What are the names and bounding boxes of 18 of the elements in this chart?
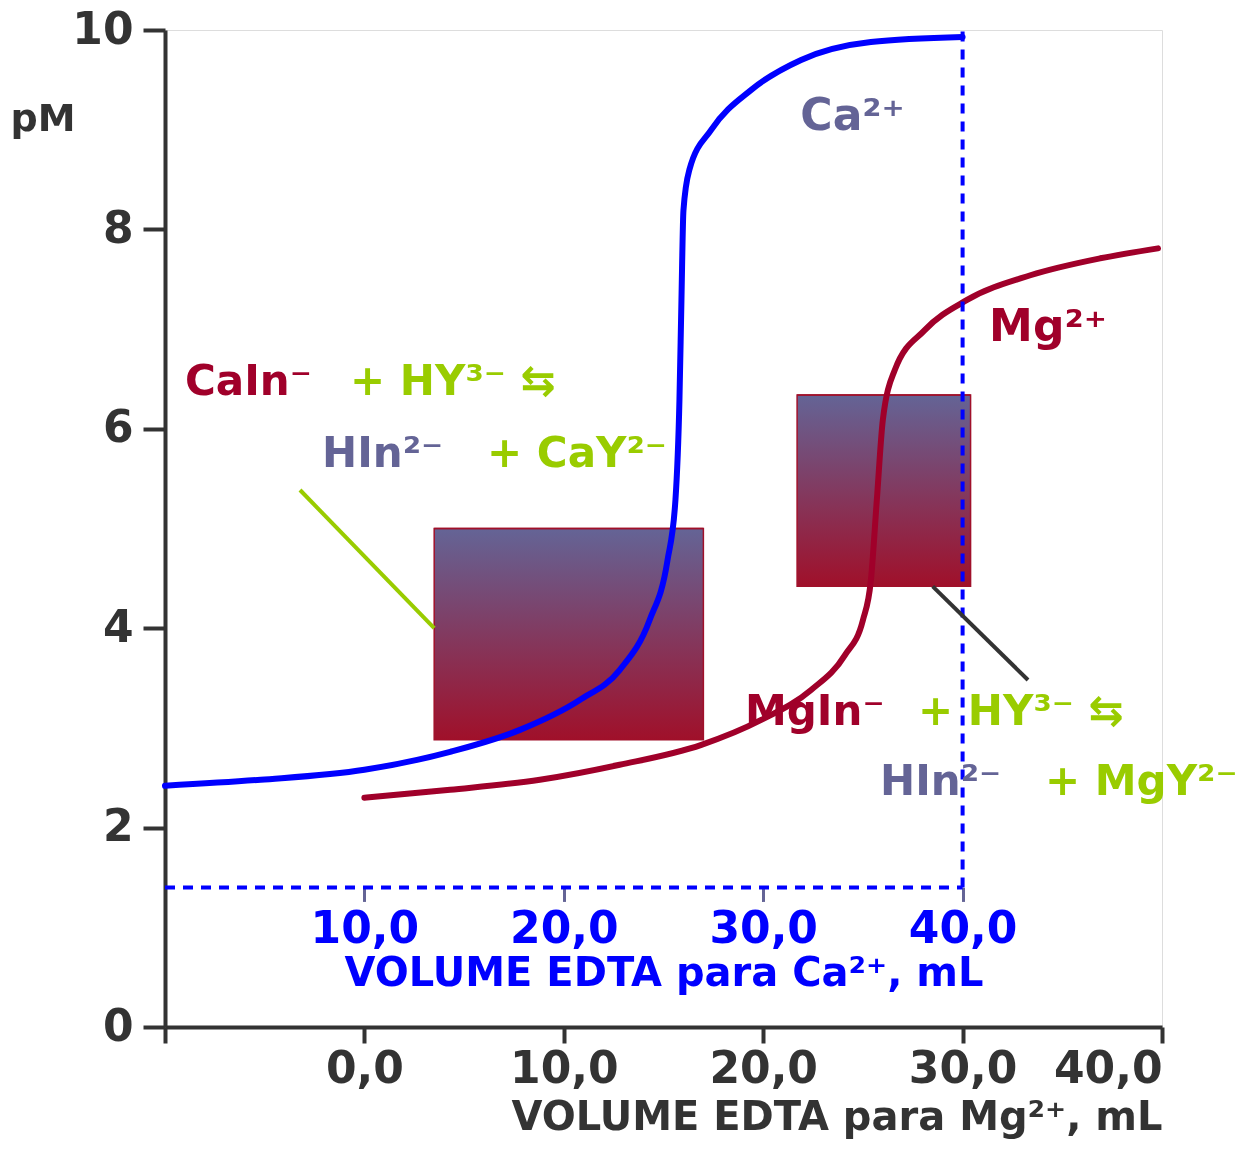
y-tick-label: 10 (72, 2, 134, 54)
series-label: Mg²⁺ (989, 300, 1107, 352)
y-tick-label: 4 (102, 600, 134, 652)
y-tick-label: 6 (102, 401, 134, 453)
y-tick-label: 2 (102, 800, 134, 852)
x-tick-label: 10,0 (510, 1041, 619, 1093)
x-tick-label: 20,0 (709, 1041, 818, 1093)
x-tick-label: 40,0 (1053, 1041, 1163, 1093)
annotation: CaIn⁻ + HY³⁻ ⇆ (185, 356, 556, 405)
y-axis-title: pM (10, 95, 76, 140)
x-tick-label: 0,0 (325, 1041, 404, 1093)
y-tick-label: 0 (102, 999, 134, 1051)
y-tick-label: 8 (102, 201, 134, 253)
annotation: HIn²⁻ + MgY²⁻ (880, 756, 1238, 805)
annotation: HIn²⁻ + CaY²⁻ (322, 428, 667, 477)
x-tick-label: 30,0 (908, 1041, 1018, 1093)
x-axis-title: VOLUME EDTA para Mg²⁺, mL (511, 1092, 1163, 1139)
series-label: Ca²⁺ (800, 88, 905, 140)
